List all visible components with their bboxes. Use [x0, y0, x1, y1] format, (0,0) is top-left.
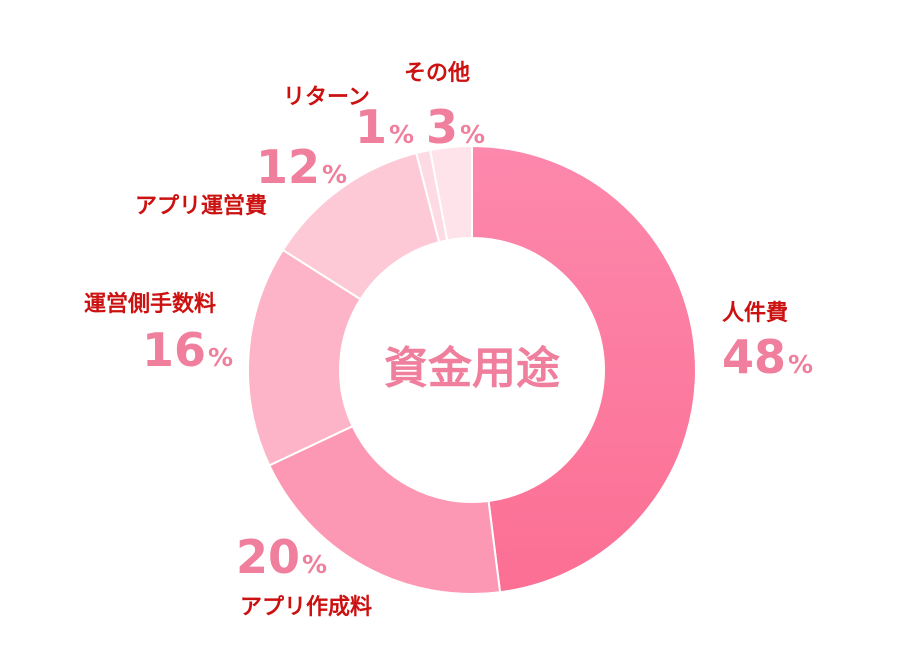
- slice-label-name-2: アプリ作成料: [240, 595, 372, 620]
- slice-label-name-6: その他: [404, 61, 470, 86]
- chart-title: 資金用途: [384, 343, 560, 394]
- slice-label-value-2: 20%: [236, 530, 327, 584]
- slice-label-value-1: 48%: [722, 330, 813, 384]
- slice-label-name-3: 運営側手数料: [84, 291, 216, 317]
- slice-label-value-4: 12%: [256, 140, 347, 194]
- slice-label-value-3: 16%: [142, 323, 233, 377]
- slice-6: [428, 144, 473, 242]
- slice-2: [267, 424, 502, 595]
- slice-3: [247, 248, 362, 467]
- slice-label-name-5: リターン: [283, 85, 370, 110]
- slice-label-name-1: 人件費: [722, 301, 788, 326]
- slice-1: [471, 144, 697, 594]
- slice-label-value-5: 1%: [355, 100, 414, 154]
- slice-label-value-6: 3%: [426, 100, 485, 154]
- donut-slices: [247, 144, 697, 595]
- slice-label-name-4: アプリ運営費: [135, 193, 267, 219]
